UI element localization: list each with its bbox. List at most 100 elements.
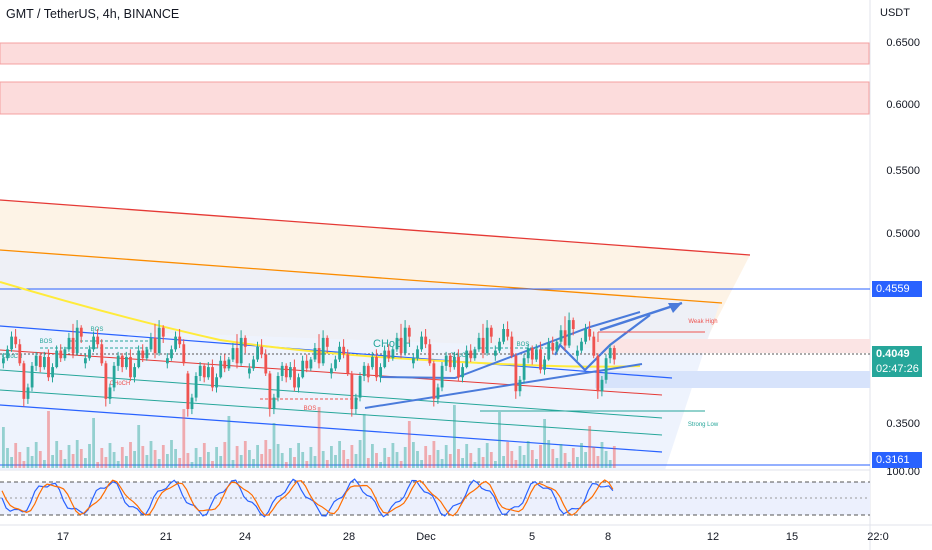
- candle-body[interactable]: [120, 355, 124, 368]
- candle-body[interactable]: [387, 350, 391, 359]
- candle-body[interactable]: [559, 330, 563, 342]
- candle-body[interactable]: [231, 348, 235, 360]
- candle-body[interactable]: [584, 329, 587, 342]
- candle-body[interactable]: [371, 356, 374, 368]
- candle-body[interactable]: [342, 346, 346, 355]
- candle-body[interactable]: [51, 367, 54, 378]
- candle-body[interactable]: [198, 365, 202, 376]
- candle-body[interactable]: [317, 348, 321, 364]
- candle-body[interactable]: [63, 349, 67, 359]
- rising-support-line[interactable]: [364, 363, 643, 409]
- candle-body[interactable]: [596, 355, 600, 392]
- channel-line-bottom[interactable]: [0, 404, 663, 453]
- candle-body[interactable]: [227, 359, 231, 369]
- candle-body[interactable]: [84, 358, 87, 364]
- candle-body[interactable]: [539, 349, 542, 370]
- candle-body[interactable]: [473, 349, 477, 359]
- supply-block[interactable]: [595, 339, 870, 353]
- candle-body[interactable]: [43, 356, 46, 368]
- candle-body[interactable]: [362, 365, 366, 376]
- candle-body[interactable]: [92, 336, 95, 350]
- candle-body[interactable]: [272, 397, 276, 410]
- candle-body[interactable]: [440, 365, 444, 388]
- candle-body[interactable]: [137, 350, 141, 368]
- candle-body[interactable]: [379, 367, 382, 378]
- candle-body[interactable]: [100, 344, 104, 364]
- candle-body[interactable]: [47, 356, 50, 378]
- candle-body[interactable]: [346, 354, 350, 374]
- symbol-name[interactable]: GMT / TetherUS: [6, 7, 96, 21]
- candle-body[interactable]: [498, 341, 501, 351]
- candle-body[interactable]: [313, 348, 317, 360]
- candle-body[interactable]: [182, 344, 186, 364]
- candle-body[interactable]: [510, 336, 514, 356]
- candle-body[interactable]: [506, 329, 510, 337]
- candle-body[interactable]: [104, 363, 108, 399]
- candle-body[interactable]: [88, 349, 91, 359]
- candle-body[interactable]: [252, 359, 255, 369]
- candle-body[interactable]: [518, 379, 522, 392]
- candle-body[interactable]: [260, 346, 264, 355]
- currency-label[interactable]: USDT: [880, 7, 910, 19]
- candle-body[interactable]: [190, 397, 194, 410]
- candle-body[interactable]: [424, 336, 428, 345]
- candle-body[interactable]: [494, 350, 497, 356]
- candle-body[interactable]: [219, 360, 223, 378]
- candle-body[interactable]: [325, 337, 329, 347]
- candle-body[interactable]: [125, 356, 128, 368]
- candle-body[interactable]: [514, 355, 518, 392]
- candle-body[interactable]: [543, 359, 546, 370]
- candle-body[interactable]: [30, 365, 34, 388]
- candle-body[interactable]: [22, 363, 26, 399]
- candle-body[interactable]: [469, 350, 473, 359]
- candle-body[interactable]: [153, 337, 157, 354]
- candle-body[interactable]: [481, 337, 485, 354]
- candle-body[interactable]: [338, 346, 341, 360]
- supply-zone-lower[interactable]: [0, 81, 870, 115]
- candle-body[interactable]: [243, 337, 247, 347]
- candle-body[interactable]: [239, 337, 243, 364]
- candle-body[interactable]: [457, 356, 460, 378]
- candle-body[interactable]: [34, 355, 38, 366]
- candle-body[interactable]: [38, 355, 42, 368]
- candle-body[interactable]: [280, 365, 284, 376]
- candle-body[interactable]: [96, 336, 100, 345]
- candle-body[interactable]: [170, 349, 173, 359]
- candle-body[interactable]: [248, 368, 251, 374]
- candle-body[interactable]: [555, 341, 559, 351]
- candle-body[interactable]: [383, 350, 387, 368]
- candle-body[interactable]: [289, 367, 292, 378]
- candle-body[interactable]: [375, 356, 378, 378]
- candle-body[interactable]: [59, 350, 63, 359]
- demand-block[interactable]: [595, 371, 870, 388]
- candle-body[interactable]: [432, 363, 436, 399]
- candle-body[interactable]: [67, 337, 71, 350]
- candle-body[interactable]: [571, 320, 575, 329]
- candle-body[interactable]: [215, 377, 218, 388]
- candle-body[interactable]: [71, 337, 75, 354]
- candle-body[interactable]: [403, 327, 407, 354]
- candle-body[interactable]: [358, 376, 362, 398]
- candle-body[interactable]: [502, 329, 505, 342]
- candle-body[interactable]: [26, 387, 30, 399]
- candle-body[interactable]: [276, 376, 280, 398]
- candle-body[interactable]: [412, 358, 415, 364]
- candle-body[interactable]: [55, 350, 59, 368]
- candle-body[interactable]: [547, 342, 551, 360]
- candle-body[interactable]: [293, 367, 296, 388]
- rising-resistance-line[interactable]: [379, 311, 641, 380]
- candles[interactable]: [2, 312, 616, 417]
- candle-body[interactable]: [395, 337, 399, 350]
- candle-body[interactable]: [522, 358, 526, 380]
- projection-path[interactable]: [554, 314, 651, 372]
- candle-body[interactable]: [14, 336, 18, 345]
- candle-body[interactable]: [141, 350, 145, 359]
- candle-body[interactable]: [420, 336, 423, 350]
- candle-body[interactable]: [129, 356, 132, 378]
- candle-body[interactable]: [567, 320, 571, 346]
- candle-body[interactable]: [465, 350, 469, 368]
- candle-body[interactable]: [366, 365, 370, 378]
- candle-body[interactable]: [350, 373, 354, 410]
- candle-body[interactable]: [448, 355, 452, 368]
